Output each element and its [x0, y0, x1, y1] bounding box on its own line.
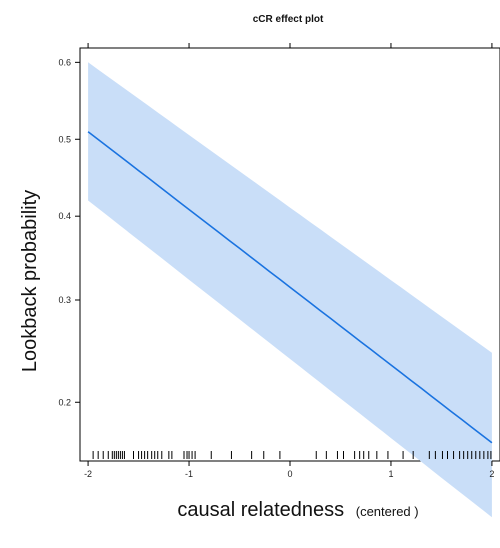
chart-title: cCR effect plot [253, 14, 324, 25]
x-tick-label: -1 [185, 469, 193, 479]
y-axis-label: Lookback probability [19, 190, 41, 372]
y-tick-label: 0.4 [58, 211, 71, 221]
x-axis-label-note: (centered ) [356, 504, 419, 519]
y-tick-label: 0.5 [58, 134, 71, 144]
y-tick-label: 0.6 [58, 57, 71, 67]
y-tick-label: 0.2 [58, 397, 71, 407]
x-tick-label: -2 [84, 469, 92, 479]
x-axis-label-group: causal relatedness (centered ) [177, 499, 418, 521]
y-tick-label: 0.3 [58, 295, 71, 305]
x-tick-label: 0 [287, 469, 292, 479]
x-tick-label: 1 [388, 469, 393, 479]
fit-line [87, 131, 493, 444]
confidence-band [88, 62, 492, 518]
x-axis-label: causal relatedness [177, 499, 344, 521]
x-tick-label: 2 [489, 469, 494, 479]
